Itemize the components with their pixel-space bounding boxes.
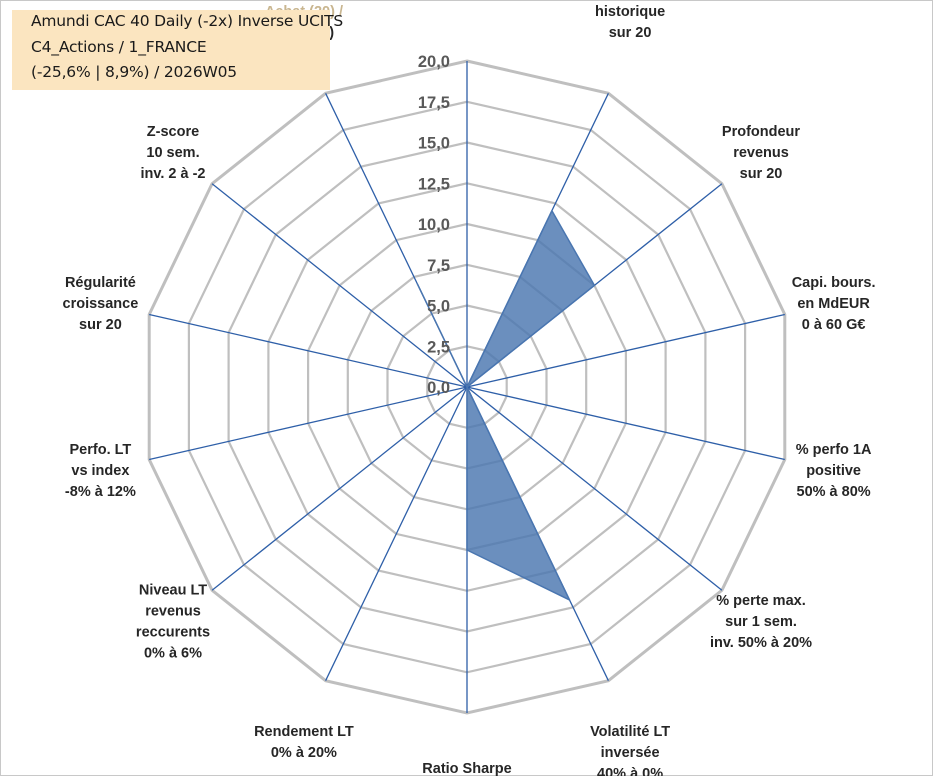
axis-label-line: 10 sem. [146,145,199,161]
spoke-11 [149,386,468,461]
spoke-10 [211,386,468,591]
tick-label: 2,5 [427,338,450,356]
tick-label: 5,0 [427,298,450,316]
axis-label-line: Capi. bours. [792,275,876,291]
axis-label-line: inv. 50% à 20% [710,635,812,651]
radial-tick-labels: 0,0 2,5 5,0 7,5 10,0 12,5 15,0 17,5 20,0 [418,53,450,397]
axis-label-3: Profondeur revenus sur 20 [722,124,800,182]
axis-label-line: revenus [733,145,789,161]
axis-label-8: Ratio Sharpe0 à 1 [422,761,511,776]
axis-label-5: % perfo 1A positive 50% à 80% [796,442,872,500]
chart-title-box: Amundi CAC 40 Daily (-2x) Inverse UCITS … [12,10,343,90]
axis-label-line: 40% à 0% [597,766,663,776]
chart-title-line-2: C4_Actions / 1_FRANCE [31,38,207,56]
axis-label-line: -8% à 12% [65,484,136,500]
axis-label-line: Z-score [147,124,199,140]
axis-label-line: Volatilité LT [590,724,670,740]
axis-label-4: Capi. bours. en MdEUR 0 à 60 G€ [792,275,876,333]
axis-label-line: 50% à 80% [797,484,871,500]
axis-label-11: Perfo. LT vs index -8% à 12% [65,442,136,500]
tick-label: 10,0 [418,216,450,234]
axis-label-line: 0% à 6% [144,645,202,661]
axis-label-line: sur 1 sem. [725,614,797,630]
axis-label-1: NoteESG sur 20 [428,0,505,4]
spoke-5 [466,386,785,461]
axis-label-line: historique [595,4,665,20]
axis-label-line: sur 20 [79,317,122,333]
axis-label-line: positive [806,463,861,479]
axis-label-line: sur 20 [609,25,652,41]
tick-label: 7,5 [427,257,450,275]
axis-label-line: Niveau LT [139,582,207,598]
tick-label: 20,0 [418,53,450,71]
chart-title-line-3: (-25,6% | 8,9%) / 2026W05 [31,63,237,81]
axis-label-13: Z-score 10 sem. inv. 2 à -2 [140,124,205,182]
tick-label: 17,5 [418,94,450,112]
spoke-13 [211,183,468,388]
axis-label-line: inv. 2 à -2 [140,166,205,182]
axis-label-line: revenus [145,603,201,619]
spoke-4 [466,313,785,388]
axis-label-7: Volatilité LT inversée 40% à 0% [590,724,670,776]
axis-label-12: Régularité croissance sur 20 [63,275,139,333]
axis-label-line: Rendement LT [254,724,354,740]
axis-label-line: 0 à 60 G€ [802,317,866,333]
axis-label-line: sur 20 [740,166,783,182]
axis-label-line: en MdEUR [797,296,870,312]
spoke-6 [466,386,723,591]
axis-label-line: Profondeur [722,124,800,140]
axis-label-line: Régularité [65,275,136,291]
axis-label-line: vs index [71,463,129,479]
axis-label-line: croissance [63,296,139,312]
axis-label-line: Ratio Sharpe [422,761,511,776]
axis-label-2: Profondeurhistoriquesur 20 [591,0,669,41]
tick-label: 0,0 [427,379,450,397]
axis-label-line: Perfo. LT [70,442,132,458]
axis-label-line: % perfo 1A [796,442,872,458]
axis-label-line: reccurents [136,624,210,640]
axis-label-6: % perte max. sur 1 sem. inv. 50% à 20% [710,593,812,651]
axis-label-10: Niveau LT revenus reccurents 0% à 6% [136,582,210,661]
radar-series [416,210,596,601]
chart-title-line-1: Amundi CAC 40 Daily (-2x) Inverse UCITS [31,12,344,30]
axis-label-line: inversée [601,745,660,761]
data-series-area [416,210,596,601]
axis-label-line: 0% à 20% [271,745,337,761]
tick-label: 15,0 [418,135,450,153]
spoke-9 [325,386,468,681]
spoke-12 [149,313,468,388]
axis-label-line: ESG sur 20 [428,0,505,4]
axis-label-line: % perte max. [716,593,805,609]
axis-label-9: Rendement LT 0% à 20% [254,724,354,761]
tick-label: 12,5 [418,175,450,193]
